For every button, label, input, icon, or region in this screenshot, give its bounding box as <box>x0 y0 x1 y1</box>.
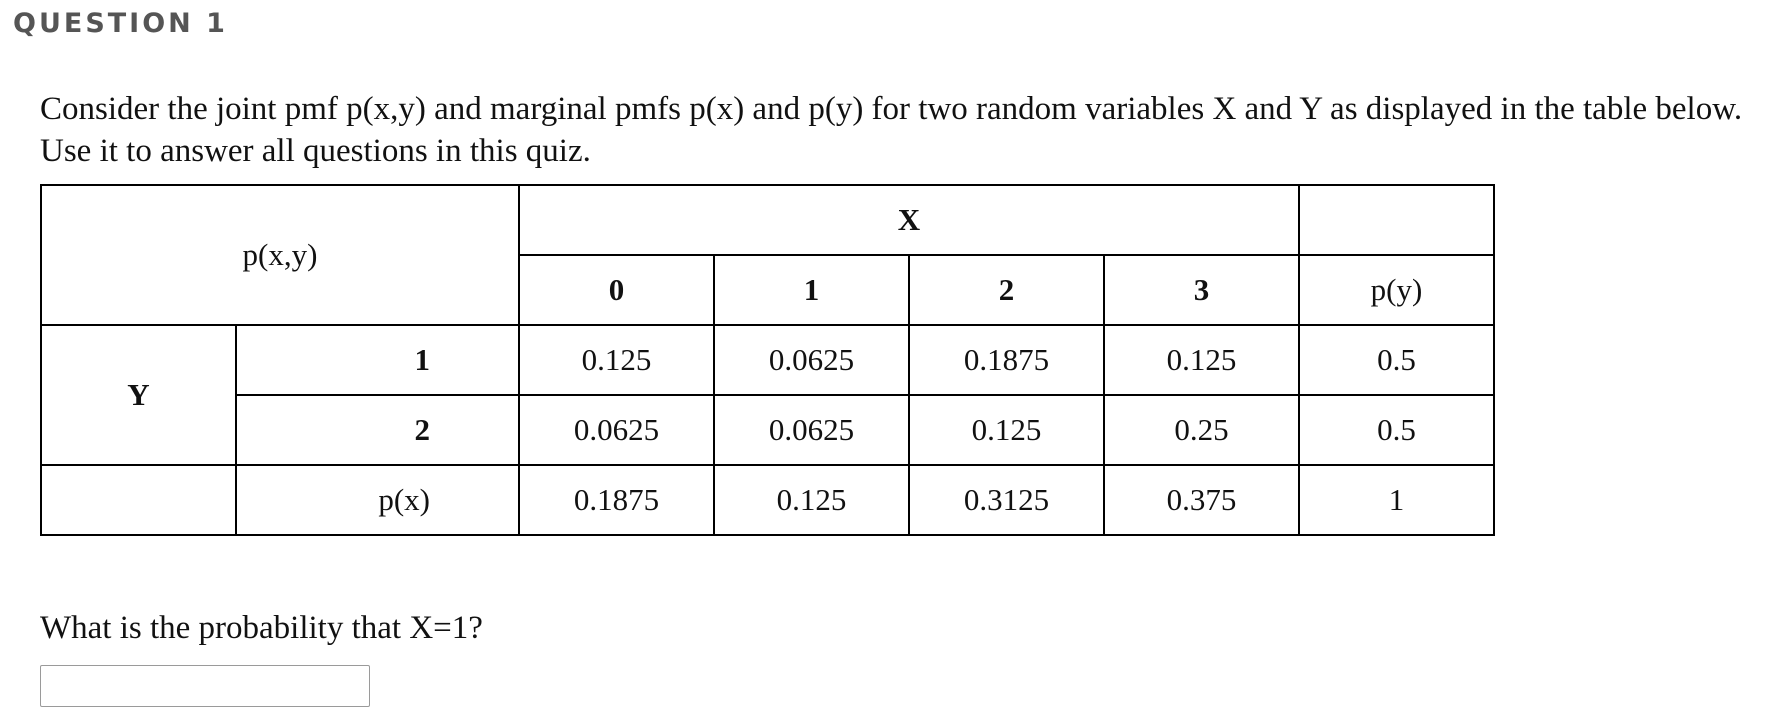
table-row: 2 0.0625 0.0625 0.125 0.25 0.5 <box>41 394 1495 466</box>
table-header-row-x: p(x,y) X <box>40 184 1495 326</box>
px-cell: 0.375 <box>1103 464 1300 536</box>
table-cell: 0.25 <box>1103 394 1300 466</box>
question-prompt: What is the probability that X=1? <box>40 610 483 646</box>
y-value-label: 2 <box>235 394 520 466</box>
px-row-label: p(x) <box>235 464 520 536</box>
px-cell: 0.1875 <box>518 464 715 536</box>
x-value-header: 2 <box>908 254 1105 326</box>
x-value-header: 3 <box>1103 254 1300 326</box>
table-cell: 0.125 <box>518 324 715 396</box>
joint-pmf-table: p(x,y) X 0 1 2 3 p(y) Y 1 0.125 0.0625 0… <box>40 184 1495 536</box>
px-cell: 0.3125 <box>908 464 1105 536</box>
table-cell: 0.0625 <box>518 394 715 466</box>
py-cell: 0.5 <box>1298 394 1495 466</box>
empty-header-cell <box>1298 184 1495 256</box>
x-variable-label: X <box>518 184 1300 256</box>
y-variable-label: Y <box>40 324 237 466</box>
y-value-label: 1 <box>235 324 520 396</box>
table-cell: 0.125 <box>1103 324 1300 396</box>
x-value-header: 0 <box>518 254 715 326</box>
py-header: p(y) <box>1298 254 1495 326</box>
table-row-px: p(x) 0.1875 0.125 0.3125 0.375 1 <box>40 464 1495 536</box>
table-cell: 0.1875 <box>908 324 1105 396</box>
answer-input[interactable] <box>40 665 370 707</box>
table-header-row-values: 0 1 2 3 p(y) <box>41 254 1495 326</box>
table-row: Y 1 0.125 0.0625 0.1875 0.125 0.5 <box>40 324 1495 466</box>
px-total-cell: 1 <box>1298 464 1495 536</box>
x-value-header: 1 <box>713 254 910 326</box>
empty-cell <box>40 464 237 536</box>
question-title: QUESTION 1 <box>13 8 228 39</box>
px-cell: 0.125 <box>713 464 910 536</box>
table-cell: 0.125 <box>908 394 1105 466</box>
table-cell: 0.0625 <box>713 324 910 396</box>
py-cell: 0.5 <box>1298 324 1495 396</box>
question-intro-text: Consider the joint pmf p(x,y) and margin… <box>40 91 1743 169</box>
table-cell: 0.0625 <box>713 394 910 466</box>
pxy-corner-label: p(x,y) <box>40 184 520 326</box>
